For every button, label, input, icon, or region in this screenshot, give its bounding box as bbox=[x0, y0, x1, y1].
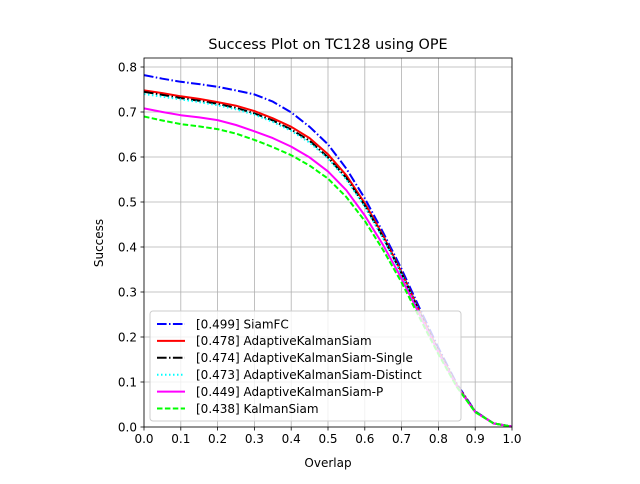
x-tick-label: 0.2 bbox=[208, 432, 227, 446]
y-tick-label: 0.7 bbox=[118, 105, 137, 119]
y-tick-label: 0.8 bbox=[118, 60, 137, 74]
x-axis-ticks: 0.0 0.1 0.2 0.3 0.4 0.5 0.6 0.7 0.8 0.9 1.0 bbox=[134, 427, 522, 446]
legend-label-3: [0.473] AdaptiveKalmanSiam-Distinct bbox=[196, 368, 422, 382]
y-tick-label: 0.5 bbox=[118, 195, 137, 209]
legend-label-2: [0.474] AdaptiveKalmanSiam-Single bbox=[196, 351, 413, 365]
x-tick-label: 1.0 bbox=[502, 432, 521, 446]
x-tick-label: 0.1 bbox=[171, 432, 190, 446]
legend: [0.499] SiamFC [0.478] AdaptiveKalmanSiam… bbox=[149, 310, 462, 422]
y-tick-label: 0.3 bbox=[118, 285, 137, 299]
x-tick-label: 0.7 bbox=[392, 432, 411, 446]
y-tick-label: 0.4 bbox=[118, 240, 137, 254]
y-axis-label: Success bbox=[92, 219, 106, 267]
x-tick-label: 0.9 bbox=[466, 432, 485, 446]
y-tick-label: 0.6 bbox=[118, 150, 137, 164]
y-tick-label: 0.0 bbox=[118, 420, 137, 434]
chart-title: Success Plot on TC128 using OPE bbox=[208, 37, 447, 53]
x-axis-label: Overlap bbox=[304, 456, 351, 470]
legend-label-4: [0.449] AdaptiveKalmanSiam-P bbox=[196, 385, 383, 399]
legend-box bbox=[149, 310, 462, 422]
legend-label-5: [0.438] KalmanSiam bbox=[196, 402, 319, 416]
legend-label-1: [0.478] AdaptiveKalmanSiam bbox=[196, 334, 372, 348]
x-tick-label: 0.0 bbox=[134, 432, 153, 446]
legend-label-0: [0.499] SiamFC bbox=[196, 317, 289, 331]
x-tick-label: 0.3 bbox=[245, 432, 264, 446]
x-tick-label: 0.4 bbox=[282, 432, 301, 446]
y-axis-ticks: 0.0 0.1 0.2 0.3 0.4 0.5 0.6 0.7 0.8 bbox=[118, 60, 144, 434]
x-tick-label: 0.5 bbox=[318, 432, 337, 446]
y-tick-label: 0.2 bbox=[118, 330, 137, 344]
y-tick-label: 0.1 bbox=[118, 375, 137, 389]
x-tick-label: 0.8 bbox=[429, 432, 448, 446]
x-tick-label: 0.6 bbox=[355, 432, 374, 446]
